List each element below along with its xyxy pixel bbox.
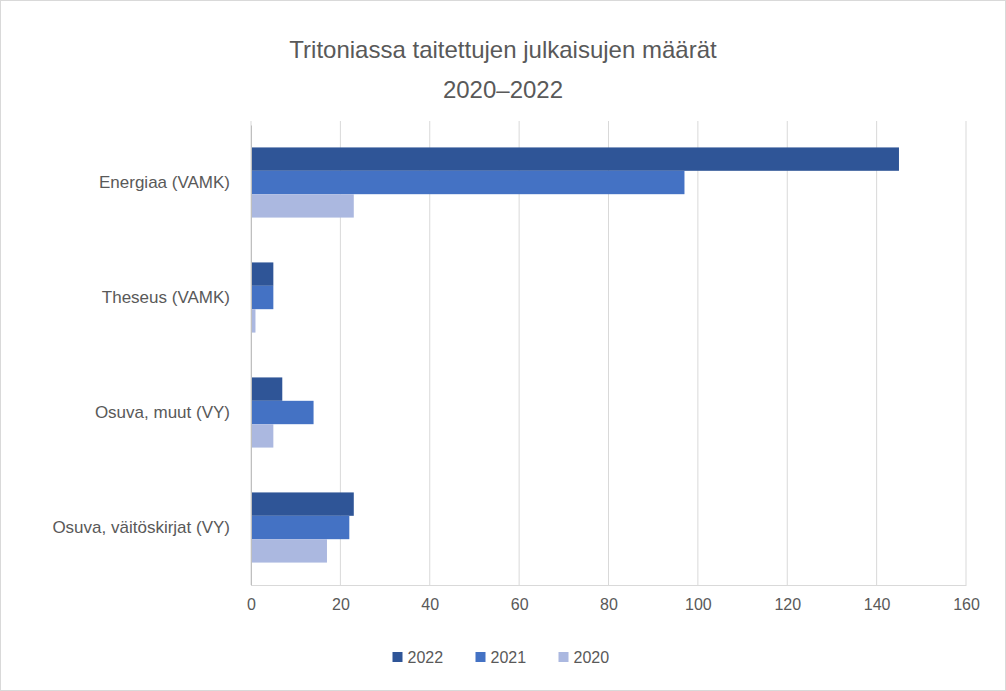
x-tick: 160 bbox=[953, 585, 980, 613]
x-tick-label: 80 bbox=[600, 596, 618, 613]
x-tick: 20 bbox=[332, 585, 350, 613]
y-tick: Osuva, muut (VY) bbox=[95, 403, 251, 422]
legend-label: 2022 bbox=[408, 649, 444, 666]
legend-swatch bbox=[393, 652, 403, 662]
bar bbox=[251, 492, 354, 515]
bar bbox=[251, 171, 684, 194]
y-axis-line bbox=[251, 126, 252, 586]
bar bbox=[251, 377, 282, 400]
grid-line bbox=[251, 121, 252, 585]
bar-series bbox=[251, 147, 899, 515]
legend-item: 2021 bbox=[476, 649, 527, 666]
category-label: Energiaa (VAMK) bbox=[99, 173, 230, 192]
x-tick-label: 20 bbox=[332, 596, 350, 613]
legend-label: 2021 bbox=[491, 649, 527, 666]
grid-line bbox=[787, 121, 788, 585]
bar bbox=[251, 424, 273, 447]
legend-item: 2020 bbox=[559, 649, 610, 666]
x-tick-label: 140 bbox=[864, 596, 891, 613]
grid-line bbox=[697, 121, 698, 585]
y-tick: Osuva, väitöskirjat (VY) bbox=[52, 518, 251, 537]
bar bbox=[251, 194, 354, 217]
chart-border bbox=[1, 1, 1006, 691]
x-tick-label: 100 bbox=[685, 596, 712, 613]
category-label: Theseus (VAMK) bbox=[102, 288, 230, 307]
x-axis: 0 20 40 60 80 100 120 140 160 bbox=[247, 585, 980, 613]
y-axis: Energiaa (VAMK) Theseus (VAMK) Osuva, muut… bbox=[52, 126, 251, 586]
grid-line bbox=[876, 121, 877, 585]
x-tick: 100 bbox=[685, 585, 712, 613]
bar-series bbox=[251, 171, 684, 539]
x-tick: 80 bbox=[600, 585, 618, 613]
category-label: Osuva, muut (VY) bbox=[95, 403, 230, 422]
chart: Tritoniassa taitettujen julkaisujen määr… bbox=[0, 0, 1006, 691]
category-label: Osuva, väitöskirjat (VY) bbox=[52, 518, 230, 537]
subtitle: 2020–2022 bbox=[443, 76, 563, 103]
bar bbox=[251, 286, 273, 309]
legend-item: 2022 bbox=[393, 649, 444, 666]
x-tick: 140 bbox=[864, 585, 891, 613]
legend: 2022 2021 2020 bbox=[393, 649, 610, 666]
grid-line bbox=[966, 121, 967, 585]
bars bbox=[251, 147, 899, 562]
legend-swatch bbox=[559, 652, 569, 662]
x-tick-label: 60 bbox=[511, 596, 529, 613]
x-tick: 40 bbox=[421, 585, 439, 613]
bar bbox=[251, 262, 273, 285]
x-tick: 60 bbox=[511, 585, 529, 613]
y-tick: Theseus (VAMK) bbox=[102, 288, 251, 307]
x-tick: 0 bbox=[247, 585, 256, 613]
title: Tritoniassa taitettujen julkaisujen määr… bbox=[289, 36, 717, 63]
bar bbox=[251, 401, 314, 424]
legend-swatch bbox=[476, 652, 486, 662]
x-tick-label: 40 bbox=[421, 596, 439, 613]
grid bbox=[251, 121, 966, 585]
x-axis-line bbox=[252, 585, 967, 586]
x-tick-label: 160 bbox=[953, 596, 980, 613]
bar bbox=[251, 147, 899, 170]
bar bbox=[251, 516, 349, 539]
bar bbox=[251, 539, 327, 562]
legend-label: 2020 bbox=[574, 649, 610, 666]
y-tick: Energiaa (VAMK) bbox=[99, 173, 251, 192]
x-tick-label: 120 bbox=[774, 596, 801, 613]
bar-series bbox=[251, 194, 354, 562]
x-tick-label: 0 bbox=[247, 596, 256, 613]
x-tick: 120 bbox=[774, 585, 801, 613]
